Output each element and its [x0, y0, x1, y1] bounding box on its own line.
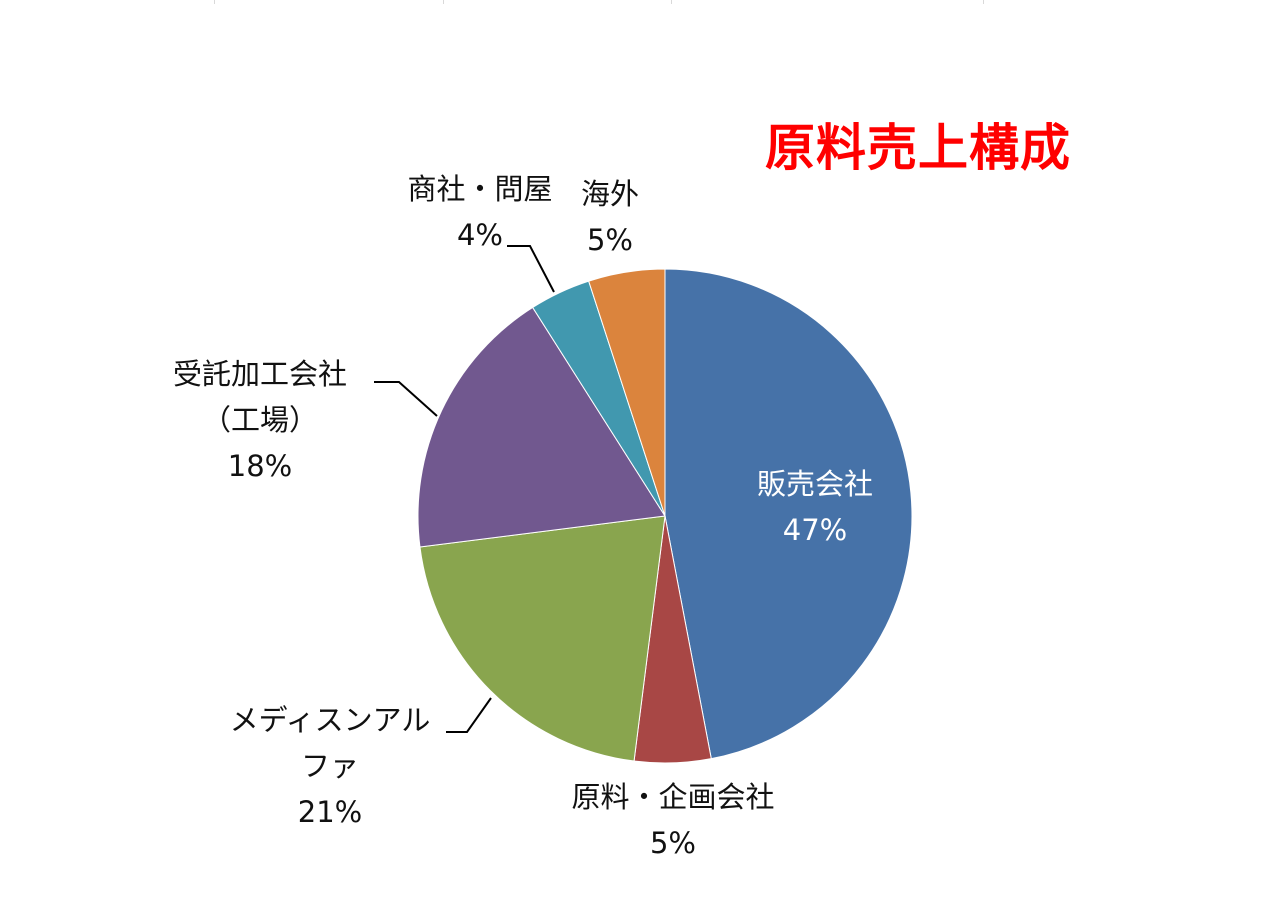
- slice-name: 商社・問屋: [407, 172, 553, 206]
- top-divider-2: [443, 0, 444, 4]
- top-divider-3: [671, 0, 672, 4]
- slice-name-line2: （工場）: [201, 403, 318, 437]
- pie-slice-kaigai: [588, 268, 666, 517]
- slice-label-jutaku-kako: 受託加工会社 （工場） 18%: [150, 351, 370, 489]
- top-divider-1: [214, 0, 215, 4]
- slice-label-kaigai: 海外 5%: [560, 171, 660, 263]
- slice-percent: 21%: [297, 795, 363, 829]
- slice-percent: 5%: [649, 826, 696, 860]
- leader-line-shosha-donya: [507, 245, 555, 293]
- slice-label-shosha-donya: 商社・問屋 4%: [395, 166, 565, 258]
- slice-percent: 5%: [586, 223, 633, 257]
- slice-percent: 47%: [782, 513, 848, 547]
- pie-slice-jutaku-kako: [417, 306, 666, 548]
- pie-slices: [417, 268, 913, 764]
- slice-label-medicine-alpha: メディスンアル ファ 21%: [210, 697, 450, 835]
- leader-line-medicine-alpha: [446, 697, 492, 733]
- slice-name-line1: 受託加工会社: [172, 357, 347, 391]
- slice-percent: 18%: [227, 449, 293, 483]
- leader-line-jutaku-kako: [374, 381, 438, 417]
- slice-name: 海外: [580, 177, 639, 211]
- slice-name-line2: ファ: [300, 749, 359, 783]
- slice-name-line1: メディスンアル: [229, 703, 431, 737]
- slice-label-hanbai: 販売会社 47%: [735, 461, 895, 553]
- leader-lines: [374, 245, 555, 733]
- slice-label-genryo-kikaku: 原料・企画会社 5%: [548, 774, 798, 866]
- pie-slice-medicine-alpha: [419, 515, 666, 762]
- top-divider-4: [983, 0, 984, 4]
- chart-title: 原料売上構成: [765, 119, 1071, 177]
- slice-name: 販売会社: [756, 467, 873, 501]
- pie-slice-hanbai: [664, 268, 913, 760]
- slice-name: 原料・企画会社: [571, 780, 775, 814]
- slice-percent: 4%: [456, 218, 503, 252]
